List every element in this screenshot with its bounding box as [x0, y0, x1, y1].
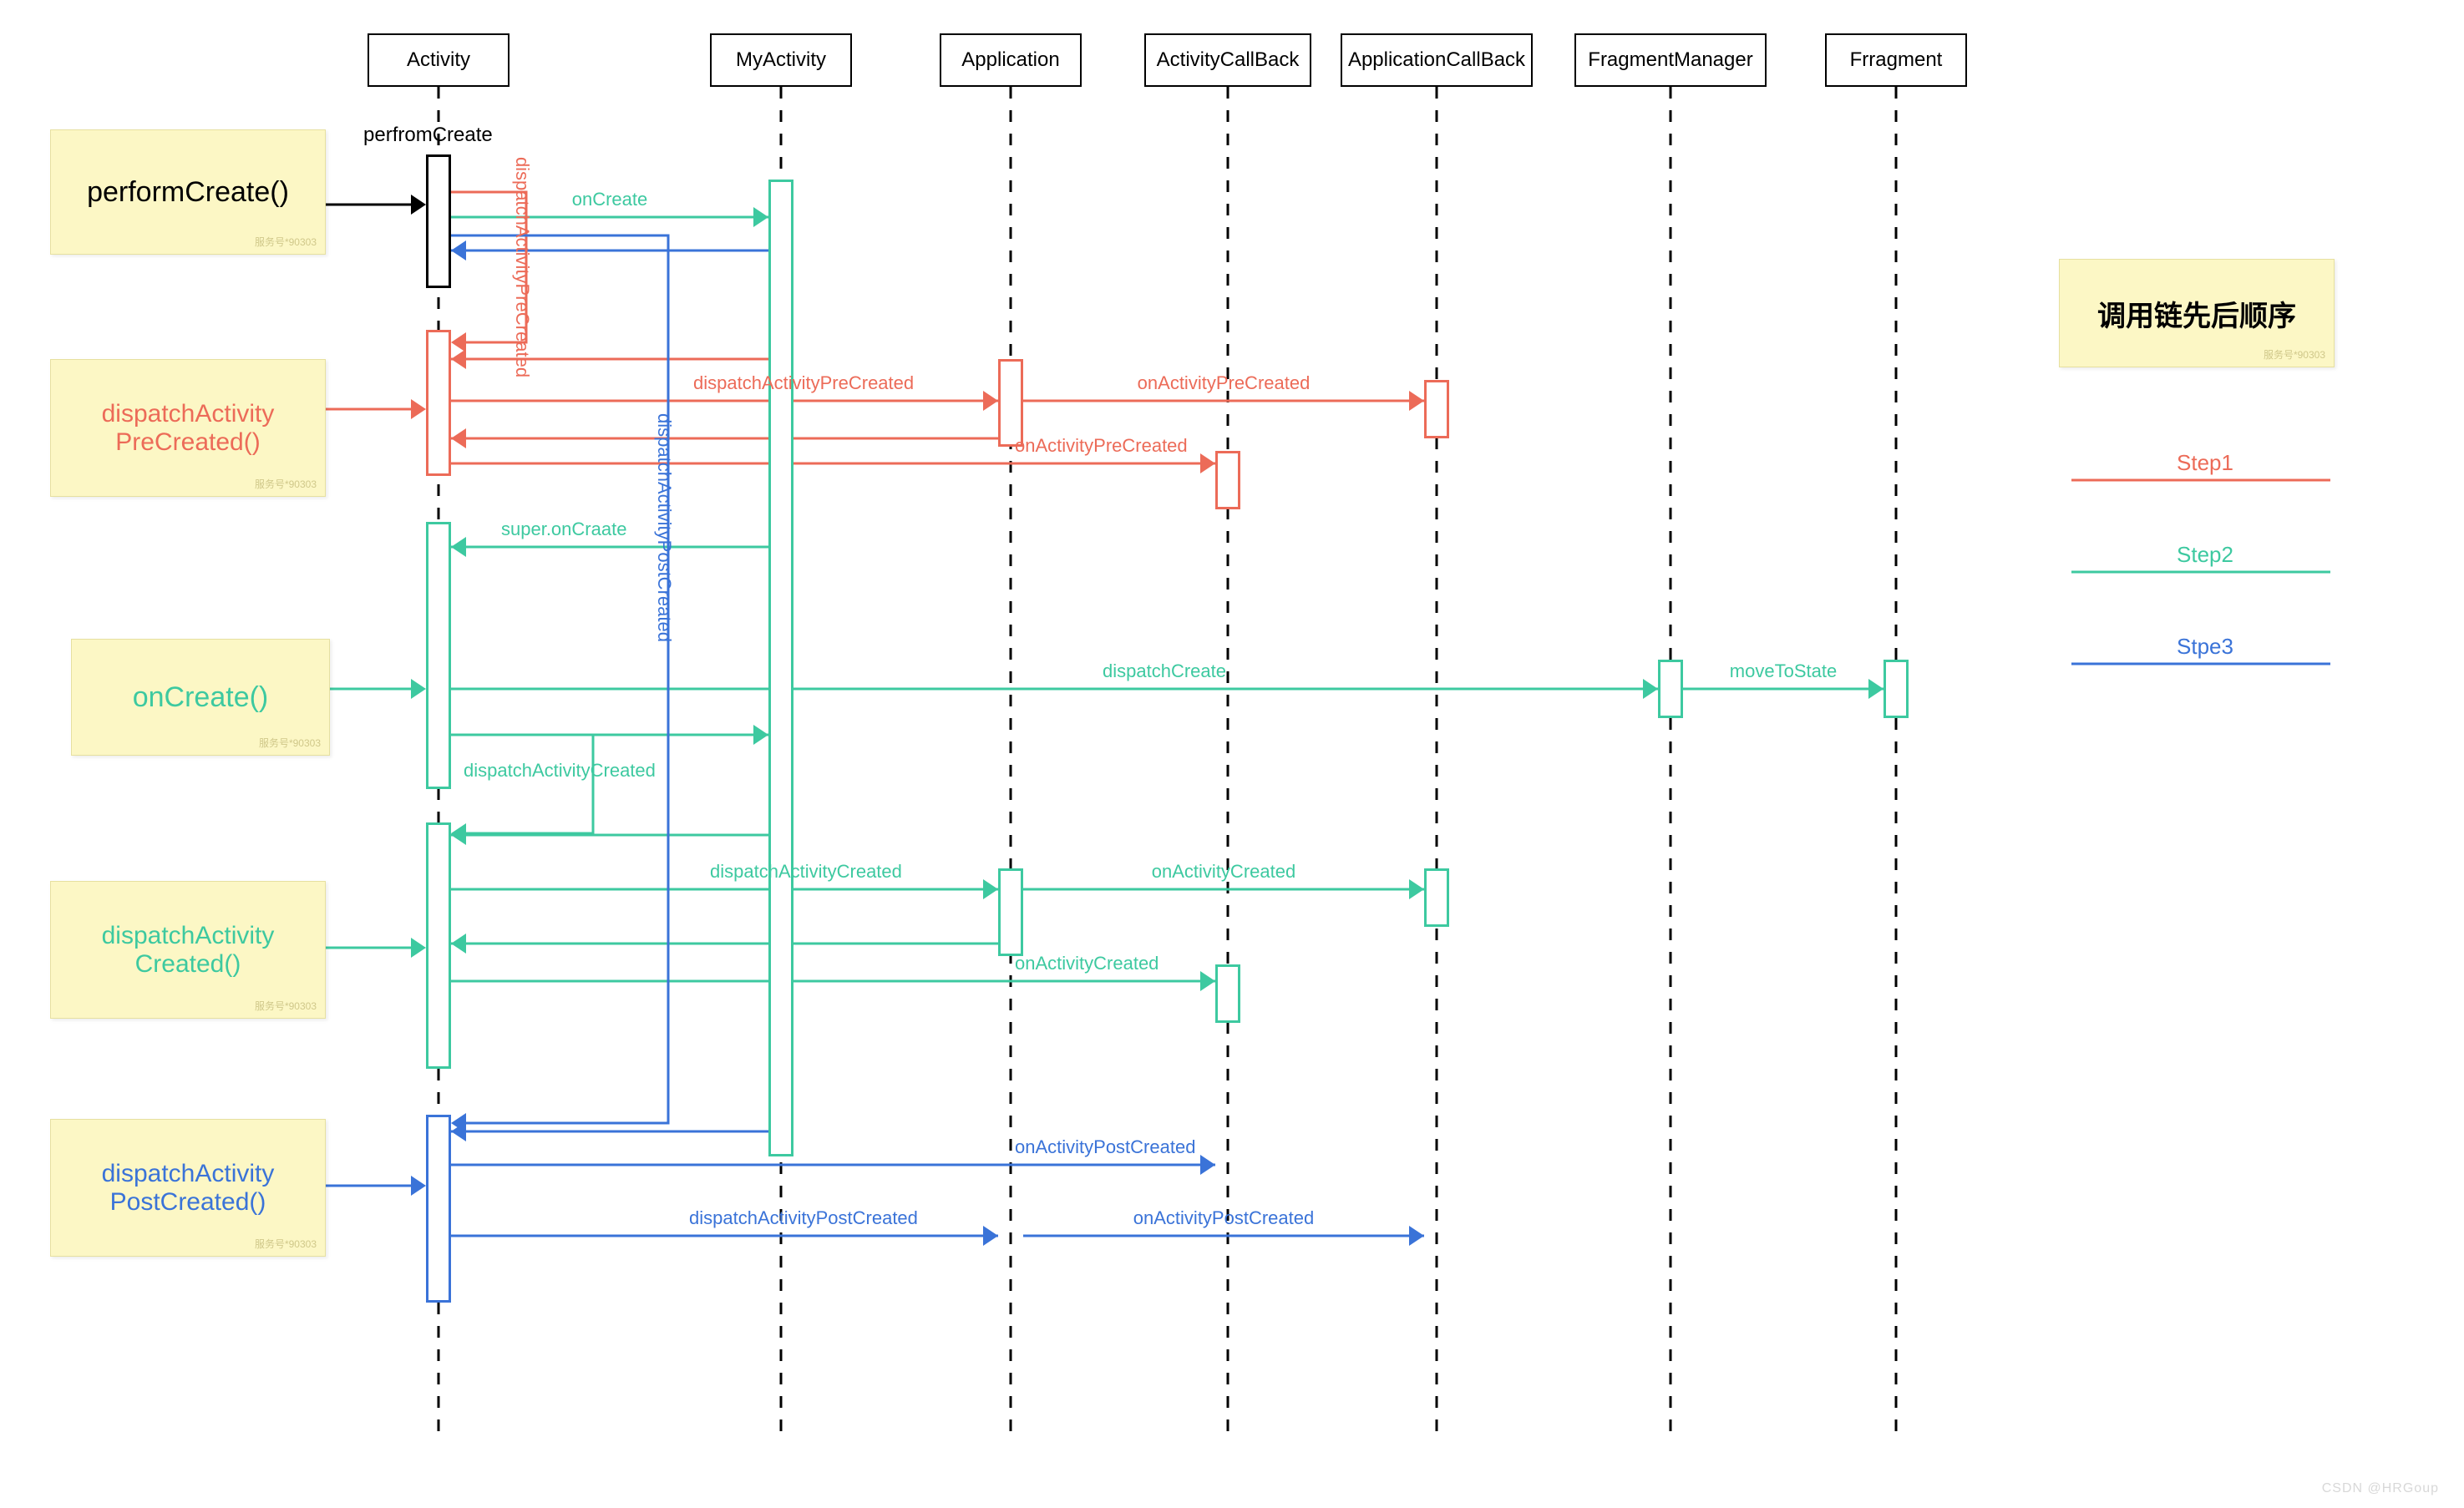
- legend-label-step1: Step1: [2170, 450, 2240, 476]
- page-watermark: CSDN @HRGoup: [2322, 1481, 2439, 1496]
- activation-act-actcb-pre: [1215, 451, 1240, 509]
- activation-act-oncreate: [426, 522, 451, 789]
- note-n-perform: performCreate() 服务号*90303: [50, 129, 326, 255]
- note-text-n-dispcr: dispatchActivity Created(): [102, 922, 275, 979]
- message-label-m-super: super.onCraate: [501, 519, 626, 540]
- note-text-n-disppre: dispatchActivity PreCreated(): [102, 400, 275, 457]
- message-label-m-onact-post-act: onActivityPostCreated: [1015, 1136, 1195, 1158]
- activation-act-disp-pre: [426, 330, 451, 476]
- message-label-m-onact-pre-app: onActivityPreCreated: [1138, 372, 1311, 394]
- activation-act-app-pre: [998, 359, 1023, 447]
- message-label-m-onact-pre-act: onActivityPreCreated: [1015, 435, 1188, 457]
- note-n-oncreate: onCreate() 服务号*90303: [71, 639, 330, 756]
- note-watermark-n-oncreate: 服务号*90303: [259, 736, 321, 750]
- message-label-m-disp-pre: dispatchActivityPreCreated: [693, 372, 914, 394]
- activation-act-appcb-cr: [1424, 868, 1449, 927]
- note-watermark-n-perform: 服务号*90303: [255, 235, 317, 249]
- note-n-legend-t: 调用链先后顺序服务号*90303: [2059, 259, 2335, 367]
- participant-fragment: Frragment: [1825, 33, 1967, 87]
- participant-activity: Activity: [368, 33, 510, 87]
- note-text-n-perform: performCreate(): [87, 176, 289, 209]
- note-watermark-n-disppre: 服务号*90303: [255, 477, 317, 491]
- participant-myactivity: MyActivity: [710, 33, 852, 87]
- message-label-m-onact-cr-app: onActivityCreated: [1152, 861, 1295, 883]
- activation-act-appcb-pre: [1424, 380, 1449, 438]
- message-label-m-dispact-post: dispatchActivityPostCreated: [689, 1207, 918, 1229]
- activation-act-perform: [426, 154, 451, 288]
- message-label-m-movestate: moveToState: [1730, 660, 1837, 682]
- activation-act-app-cr: [998, 868, 1023, 956]
- participant-actcallback: ActivityCallBack: [1144, 33, 1311, 87]
- label-perform-create: perfromCreate: [363, 124, 493, 147]
- legend-label-step3: Stpe3: [2170, 634, 2240, 660]
- activation-act-actcb-cr: [1215, 964, 1240, 1023]
- legend-label-step2: Step2: [2170, 542, 2240, 568]
- note-text-n-disppost: dispatchActivity PostCreated(): [102, 1160, 275, 1217]
- message-label-m-dispcreate: dispatchCreate: [1103, 660, 1226, 682]
- activation-act-fm: [1658, 660, 1683, 718]
- participant-appcallback: ApplicationCallBack: [1341, 33, 1533, 87]
- self-message-label-sm-dispPre: dispatchActivityPreCreated: [511, 157, 533, 377]
- message-label-m-onCreate: onCreate: [572, 189, 648, 210]
- note-n-disppost: dispatchActivity PostCreated() 服务号*90303: [50, 1119, 326, 1257]
- participant-fragmanager: FragmentManager: [1574, 33, 1767, 87]
- activation-act-disppost: [426, 1115, 451, 1303]
- message-label-m-onact-post-app: onActivityPostCreated: [1133, 1207, 1314, 1229]
- note-n-dispcr: dispatchActivity Created() 服务号*90303: [50, 881, 326, 1019]
- note-watermark-n-legend-t: 服务号*90303: [2264, 347, 2325, 362]
- message-label-m-onact-cr-act: onActivityCreated: [1015, 953, 1158, 974]
- note-n-disppre: dispatchActivity PreCreated() 服务号*90303: [50, 359, 326, 497]
- participant-application: Application: [940, 33, 1082, 87]
- note-watermark-n-disppost: 服务号*90303: [255, 1237, 317, 1251]
- activation-act-dispcr: [426, 822, 451, 1069]
- message-label-m-dispact-cr: dispatchActivityCreated: [710, 861, 902, 883]
- note-watermark-n-dispcr: 服务号*90303: [255, 999, 317, 1013]
- self-message-label-sm-dispCr: dispatchActivityCreated: [464, 760, 656, 782]
- note-text-n-oncreate: onCreate(): [133, 681, 269, 714]
- activation-act-frag: [1883, 660, 1909, 718]
- activation-act-my-long: [768, 180, 793, 1156]
- note-text-n-legend-t: 调用链先后顺序: [2097, 293, 2296, 334]
- self-message-label-sm-dispPost: dispatchActivityPostCreated: [653, 413, 675, 642]
